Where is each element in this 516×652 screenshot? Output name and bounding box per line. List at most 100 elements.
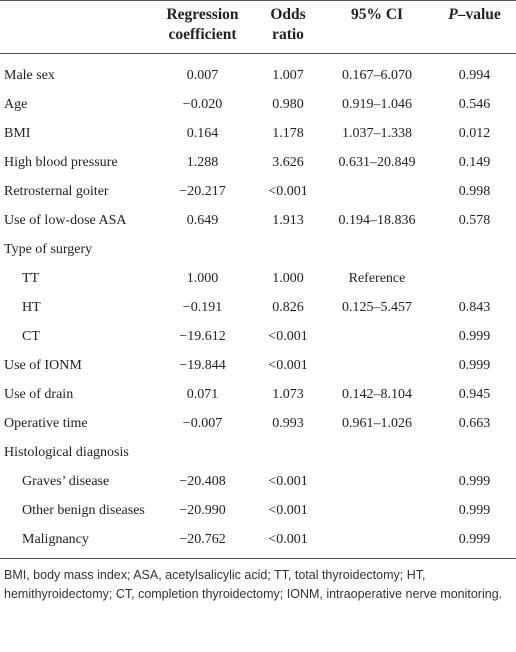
footnote: BMI, body mass index; ASA, acetylsalicyl… (4, 568, 503, 601)
cell-coef: −20.762 (179, 532, 226, 547)
cell: 1.000 (150, 264, 255, 293)
row-label: HT (0, 293, 150, 322)
cell-or: <0.001 (268, 474, 308, 489)
label-text: HT (22, 300, 41, 315)
cell (321, 467, 433, 496)
cell: 0.999 (433, 322, 516, 351)
cell-or: 0.980 (272, 97, 304, 112)
cell-p: 0.999 (458, 474, 491, 489)
cell-coef: −20.408 (179, 474, 226, 489)
cell-p: 0.994 (458, 68, 491, 83)
cell (433, 235, 516, 264)
row-label: High blood pressure (0, 148, 150, 177)
cell (150, 235, 255, 264)
cell: −19.612 (150, 322, 255, 351)
label-text: Operative time (4, 416, 88, 431)
row-label: BMI (0, 119, 150, 148)
cell-or: <0.001 (268, 532, 308, 547)
cell: 0.980 (255, 90, 321, 119)
cell-ci: 0.961–1.026 (342, 416, 412, 431)
header-text: Regression coefficient (166, 6, 239, 43)
header-cell: P–value (433, 1, 516, 54)
cell-p: 0.663 (458, 416, 491, 431)
cell: <0.001 (255, 525, 321, 559)
cell-coef: 1.000 (186, 271, 219, 286)
cell (321, 351, 433, 380)
label-text: Graves’ disease (22, 474, 110, 489)
cell: 0.999 (433, 351, 516, 380)
cell: 0.194–18.836 (321, 206, 433, 235)
cell: 1.178 (255, 119, 321, 148)
cell-p: 0.999 (458, 358, 491, 373)
cell-p: 0.843 (458, 300, 491, 315)
table-row: Graves’ disease −20.408 <0.001 0.999 (0, 467, 516, 496)
label-text: Retrosternal goiter (4, 184, 109, 199)
cell-or: <0.001 (268, 503, 308, 518)
cell: 0.546 (433, 90, 516, 119)
table-row: Use of IONM −19.844 <0.001 0.999 (0, 351, 516, 380)
cell-coef: −20.217 (179, 184, 226, 199)
label-text: TT (22, 271, 40, 286)
cell: 0.631–20.849 (321, 148, 433, 177)
cell-or: 1.178 (272, 126, 304, 141)
table-row: BMI 0.164 1.178 1.037–1.338 0.012 (0, 119, 516, 148)
row-label: Use of drain (0, 380, 150, 409)
table-row: Type of surgery (0, 235, 516, 264)
header-cell: Regression coefficient (150, 1, 255, 54)
cell-or: 1.000 (272, 271, 304, 286)
row-label: Type of surgery (0, 235, 150, 264)
table-row: High blood pressure 1.288 3.626 0.631–20.84… (0, 148, 516, 177)
label-text: Malignancy (22, 532, 89, 547)
cell-p: 0.999 (458, 329, 491, 344)
cell-or: 0.826 (272, 300, 304, 315)
label-text: Male sex (4, 68, 55, 83)
header-text: Odds ratio (270, 6, 306, 43)
cell: −0.020 (150, 90, 255, 119)
cell-ci: Reference (348, 271, 406, 286)
label-text: Use of drain (4, 387, 74, 402)
cell: −20.990 (150, 496, 255, 525)
cell: 0.164 (150, 119, 255, 148)
row-label: CT (0, 322, 150, 351)
cell: 1.288 (150, 148, 255, 177)
row-label: Histological diagnosis (0, 438, 150, 467)
cell-coef: 1.288 (186, 155, 219, 170)
cell (150, 438, 255, 467)
cell: 0.999 (433, 525, 516, 559)
cell-ci: 0.125–5.457 (342, 300, 412, 315)
cell: 1.000 (255, 264, 321, 293)
row-label: Retrosternal goiter (0, 177, 150, 206)
cell: 0.843 (433, 293, 516, 322)
cell-coef: −0.020 (182, 97, 223, 112)
cell: 0.961–1.026 (321, 409, 433, 438)
header-text: 95% CI (350, 6, 404, 23)
cell: 0.663 (433, 409, 516, 438)
cell: 0.998 (433, 177, 516, 206)
cell: 0.578 (433, 206, 516, 235)
cell: 1.913 (255, 206, 321, 235)
label-text: Use of low-dose ASA (4, 213, 127, 228)
row-label: TT (0, 264, 150, 293)
row-label: Operative time (0, 409, 150, 438)
cell-ci: 0.167–6.070 (342, 68, 412, 83)
cell: 1.073 (255, 380, 321, 409)
row-label: Age (0, 90, 150, 119)
table-row: Age −0.020 0.980 0.919–1.046 0.546 (0, 90, 516, 119)
label-text: CT (22, 329, 40, 344)
cell: 0.945 (433, 380, 516, 409)
header-cell: 95% CI (321, 1, 433, 54)
cell: <0.001 (255, 177, 321, 206)
cell-coef: 0.649 (186, 213, 219, 228)
cell-or: 3.626 (272, 155, 304, 170)
row-label: Male sex (0, 54, 150, 91)
cell (321, 177, 433, 206)
results-table: Regression coefficient Odds ratio 95% CI P–… (0, 0, 516, 559)
row-label: Use of low-dose ASA (0, 206, 150, 235)
cell (321, 438, 433, 467)
cell-ci: 1.037–1.338 (342, 126, 412, 141)
table-row: Malignancy −20.762 <0.001 0.999 (0, 525, 516, 559)
cell: 0.649 (150, 206, 255, 235)
cell: 0.149 (433, 148, 516, 177)
cell: −20.408 (150, 467, 255, 496)
cell-or: 1.073 (272, 387, 304, 402)
